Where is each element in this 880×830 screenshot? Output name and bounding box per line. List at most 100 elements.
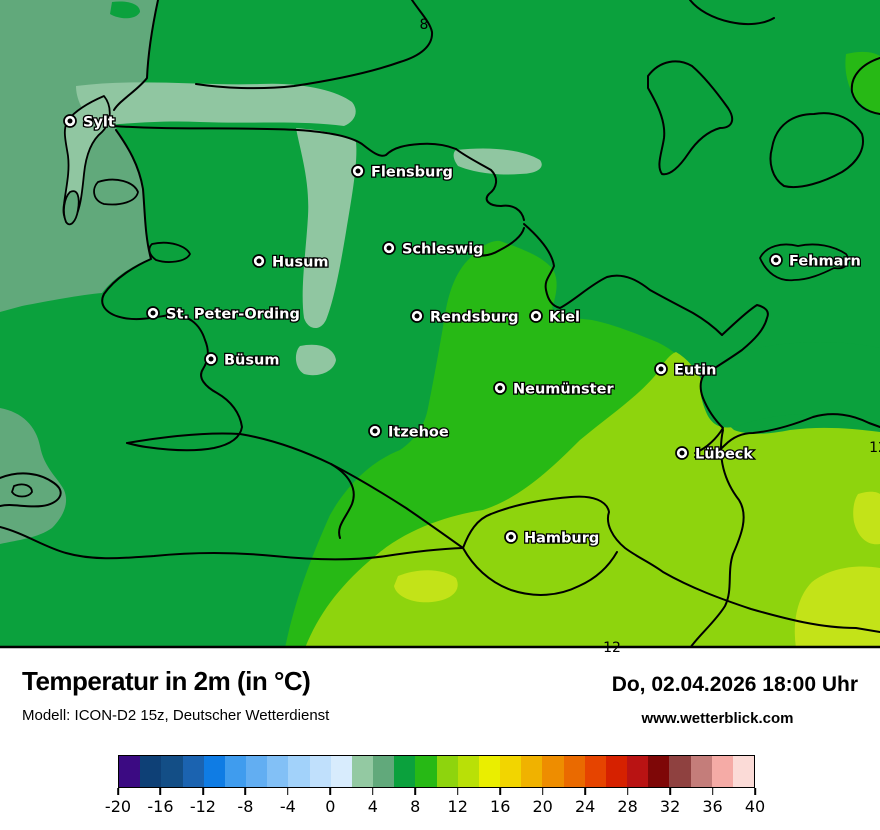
aeroe-island-coast	[769, 112, 864, 188]
land-12-14-patch-a	[794, 566, 880, 647]
als-island-coast	[647, 60, 734, 176]
city-marker-dot	[508, 534, 514, 540]
meldorf-bay	[0, 472, 62, 508]
isotherm-labels: 8 12 12	[420, 17, 880, 656]
city-marker-group: Itzehoe	[368, 423, 450, 442]
city-label: Kiel	[549, 310, 580, 326]
colorbar-segment	[584, 756, 606, 787]
colorbar-tick	[159, 788, 162, 795]
website-url: www.wetterblick.com	[641, 710, 794, 727]
city-marker-dot	[773, 257, 779, 263]
city-marker-dot	[679, 450, 685, 456]
mecklenburg-border	[689, 429, 745, 647]
colorbar-tick-label: 36	[702, 797, 723, 816]
colorbar-tick-label: 16	[490, 797, 511, 816]
colorbar-segment	[351, 756, 374, 787]
city-marker-group: Fehmarn	[769, 252, 862, 271]
colorbar-tick	[372, 788, 374, 795]
colorbar-segment	[457, 756, 479, 787]
colorbar-segment	[119, 756, 141, 787]
city-label: St. Peter-Ording	[166, 307, 300, 323]
schlei-inlet	[407, 227, 525, 257]
colorbar-segment	[542, 756, 564, 787]
colorbar-segment	[224, 756, 247, 787]
west-coast	[101, 129, 243, 452]
city-marker-dot	[414, 313, 420, 319]
colorbar-tick-label: 20	[532, 797, 553, 816]
city-marker-dot	[533, 313, 539, 319]
foehr-island	[93, 178, 139, 206]
colorbar-segment	[627, 756, 649, 787]
city-marker-group: Rendsburg	[410, 308, 520, 327]
colorbar-segment	[732, 756, 755, 787]
city-label: Husum	[272, 255, 329, 271]
trave-inlet	[694, 397, 724, 454]
colorbar-tick-label: -16	[147, 797, 174, 816]
colorbar-segment	[267, 756, 289, 787]
city-marker-dot	[150, 310, 156, 316]
colorbar-segment	[563, 756, 585, 787]
north-sea-region-south	[0, 408, 67, 544]
colorbar-segment	[669, 756, 691, 787]
colorbar-tick-label: 28	[617, 797, 638, 816]
city-label: Rendsburg	[430, 310, 519, 326]
colorbar-segment	[394, 756, 416, 787]
colorbar-segment	[648, 756, 670, 787]
wadden-cool-tongue	[296, 128, 357, 329]
wadden-cool-patch	[76, 82, 356, 126]
city-marker-dot	[497, 385, 503, 391]
land-12-14-patch-c	[394, 570, 458, 603]
colorbar-tick	[287, 788, 289, 795]
city-marker-group: Neumünster	[493, 380, 616, 399]
city-marker-dot	[67, 118, 73, 124]
city-label: Sylt	[83, 115, 115, 131]
city-marker-group: Husum	[252, 253, 330, 272]
colorbar-tick-labels: -20 -16 -12 -8 -4 0 4 8 12 16 20 24 28 32 36 40	[105, 797, 765, 817]
isotherm-8-line	[195, 0, 434, 90]
city-label: Büsum	[224, 353, 279, 369]
city-label: Schleswig	[402, 242, 484, 258]
colorbar-segment	[521, 756, 543, 787]
colorbar-tick-label: 8	[410, 797, 421, 816]
amrum-island	[63, 190, 80, 226]
hamburg-border-north	[462, 495, 880, 633]
wagrien-coast	[699, 304, 769, 399]
fjord-cool-patch	[453, 148, 542, 175]
colorbar-segment	[246, 756, 268, 787]
colorbar-ticks	[117, 788, 756, 796]
city-label: Hamburg	[524, 531, 599, 547]
isotherm-label: 12	[603, 640, 621, 656]
baltic-ne-corner-patch	[845, 51, 880, 114]
city-marker-group: Hamburg	[504, 529, 601, 548]
city-marker-group: Kiel	[529, 308, 581, 327]
colorbar-segment	[711, 756, 733, 787]
colorbar-tick	[499, 788, 501, 795]
city-markers-layer: Sylt Flensburg Husum Schleswig Fehmarn St. Pe…	[63, 113, 862, 548]
colorbar-tick-label: -12	[189, 797, 216, 816]
colorbar-segment	[605, 756, 628, 787]
kiel-bay-coast	[523, 223, 723, 336]
model-info: Modell: ICON-D2 15z, Deutscher Wetterdie…	[22, 707, 330, 724]
city-label: Flensburg	[371, 165, 453, 181]
luebeck-bay-region	[700, 342, 880, 428]
city-marker-dot	[256, 258, 262, 264]
luebeck-bay-coast	[694, 413, 880, 459]
city-marker-group: Flensburg	[351, 163, 454, 182]
city-label: Lübeck	[695, 447, 753, 463]
elbe-south-bank	[0, 526, 464, 561]
colorbar-tick-label: -8	[237, 797, 254, 816]
page-title: Temperatur in 2m (in °C)	[22, 666, 311, 696]
temperature-map: 8 12 12 Sylt Flensburg Husum Schleswig Fehmarn…	[0, 0, 880, 656]
city-marker-dot	[372, 428, 378, 434]
stoer-river	[330, 463, 355, 539]
city-marker-group: Sylt	[63, 113, 116, 132]
land-10-12-region	[305, 352, 880, 647]
city-marker-group: Lübeck	[675, 445, 755, 464]
forecast-datetime: Do, 02.04.2026 18:00 Uhr	[611, 673, 858, 696]
city-marker-group: Büsum	[204, 351, 281, 370]
colorbar-tick	[584, 788, 586, 795]
colorbar-tick	[244, 788, 247, 795]
city-marker-group: Eutin	[654, 361, 718, 380]
german-danish-border	[113, 125, 457, 157]
colorbar-tick-label: 0	[325, 797, 336, 816]
